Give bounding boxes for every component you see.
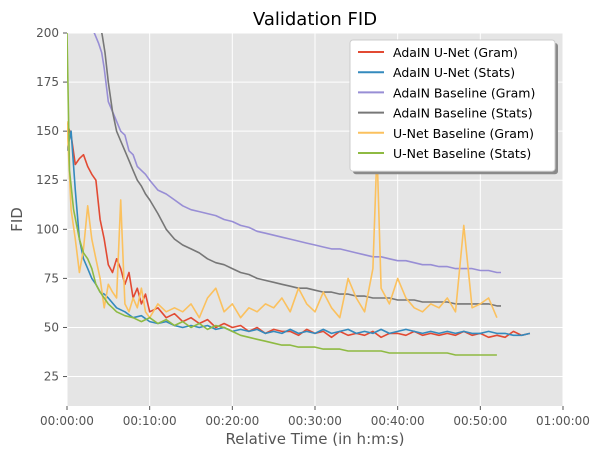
y-tick-label: 125 (36, 173, 59, 187)
y-axis-ticks: 25 50 75 100 125 150 175 200 (36, 26, 67, 384)
y-axis-label: FID (8, 207, 26, 232)
legend-entry: U-Net Baseline (Gram) (393, 126, 534, 141)
y-tick-label: 175 (36, 75, 59, 89)
series-line (93, 33, 501, 274)
y-tick-label: 100 (36, 222, 59, 236)
x-tick-label: 00:20:00 (205, 414, 259, 428)
series-lines (67, 33, 531, 356)
legend-entry: AdaIN Baseline (Gram) (393, 85, 535, 100)
legend-entry: AdaIN U-Net (Gram) (393, 45, 518, 60)
x-axis-label: Relative Time (in h:m:s) (226, 430, 405, 448)
x-axis-ticks: 00:00:00 00:10:00 00:20:00 00:30:00 00:40:00… (40, 406, 590, 428)
legend-entry: AdaIN Baseline (Stats) (393, 106, 533, 121)
y-tick-label: 25 (44, 370, 59, 384)
series-line (67, 121, 498, 319)
x-tick-label: 00:50:00 (453, 414, 507, 428)
legend: AdaIN U-Net (Gram) AdaIN U-Net (Stats) Ada… (349, 39, 558, 175)
x-tick-label: 00:30:00 (288, 414, 342, 428)
y-tick-label: 75 (44, 271, 59, 285)
series-line (67, 33, 497, 356)
legend-box (349, 39, 556, 172)
series-line (67, 130, 531, 337)
legend-entry: AdaIN U-Net (Stats) (393, 65, 515, 80)
x-tick-label: 00:00:00 (40, 414, 94, 428)
x-tick-label: 00:10:00 (123, 414, 177, 428)
series-line (67, 123, 531, 339)
x-tick-label: 01:00:00 (536, 414, 590, 428)
chart-title: Validation FID (253, 9, 377, 30)
y-tick-label: 50 (44, 320, 59, 334)
y-tick-label: 150 (36, 124, 59, 138)
series-line (101, 33, 501, 307)
x-tick-label: 00:40:00 (371, 414, 425, 428)
y-tick-label: 200 (36, 26, 59, 40)
legend-entry: U-Net Baseline (Stats) (393, 146, 531, 161)
